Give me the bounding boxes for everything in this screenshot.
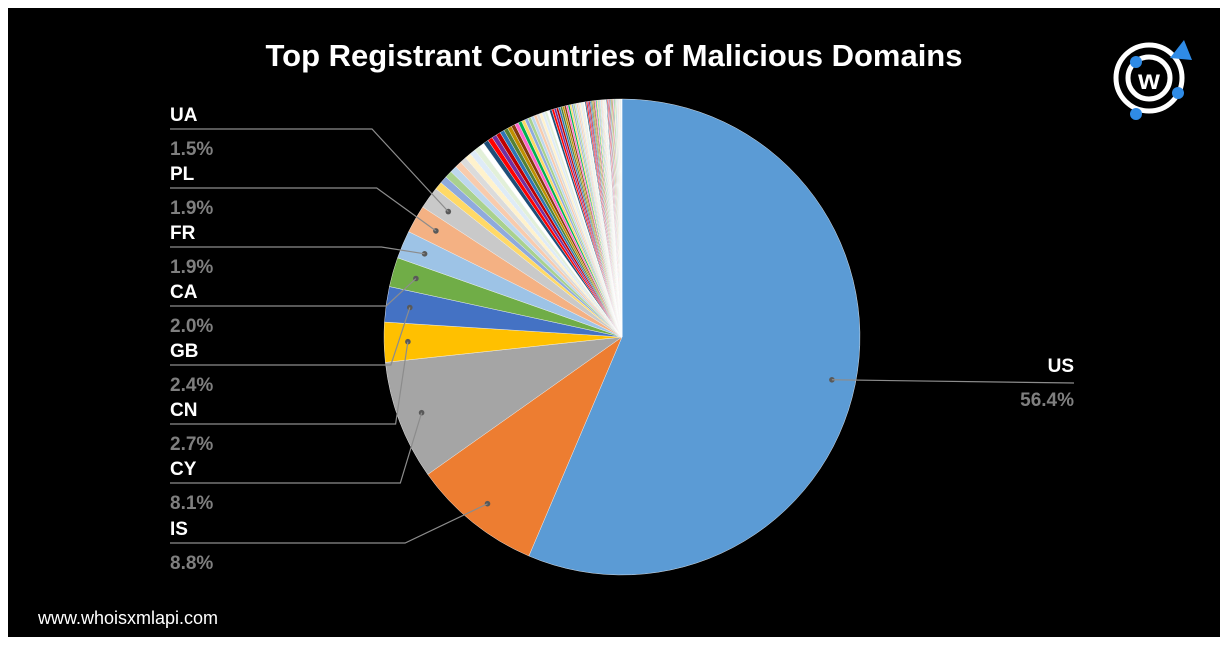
leader-line: [170, 503, 488, 544]
leader-line: [170, 412, 423, 484]
pie-label-cy: CY: [170, 459, 197, 480]
website-url: www.whoisxmlapi.com: [38, 608, 219, 628]
pie-slice-cy: [385, 336, 623, 475]
pie-value-fr: 1.9%: [170, 257, 213, 278]
pie-slice-other: [621, 98, 623, 338]
pie-label-cn: CN: [170, 400, 197, 421]
leader-line: [170, 246, 425, 255]
pie-value-pl: 1.9%: [170, 198, 213, 219]
pie-value-cy: 8.1%: [170, 493, 213, 514]
leader-line: [170, 128, 449, 213]
pie-value-is: 8.8%: [170, 553, 213, 574]
leader-line: [170, 307, 411, 366]
pie-value-ca: 2.0%: [170, 316, 213, 337]
leader-line: [170, 278, 417, 307]
pie-labels: US 56.4% IS 8.8% CY 8.1% CN 2.7% GB 2.4% CA 2.0% FR 1…: [170, 105, 1074, 574]
leader-dot: [418, 409, 425, 416]
leader-dot: [405, 338, 411, 345]
pie-slice-us: [528, 98, 861, 576]
pie-label-ca: CA: [170, 282, 198, 303]
pie-slice-is: [427, 336, 623, 557]
pie-label-gb: GB: [170, 341, 199, 362]
chart-title: Top Registrant Countries of Malicious Do…: [265, 38, 963, 73]
logo-letter: w: [1137, 64, 1160, 95]
pie-value-gb: 2.4%: [170, 375, 213, 396]
pie-value-us: 56.4%: [1020, 390, 1074, 411]
leader-line: [170, 341, 409, 425]
pie-label-us: US: [1048, 356, 1074, 377]
leader-line: [831, 379, 1075, 384]
pie-label-is: IS: [170, 519, 188, 540]
pie-label-pl: PL: [170, 164, 195, 185]
pie-slices: [383, 98, 861, 576]
pie-value-cn: 2.7%: [170, 434, 213, 455]
pie-label-fr: FR: [170, 223, 196, 244]
pie-value-ua: 1.5%: [170, 139, 213, 160]
pie-label-ua: UA: [170, 105, 198, 126]
leader-line: [170, 187, 437, 232]
whoisxmlapi-logo-icon: w: [1113, 40, 1192, 120]
